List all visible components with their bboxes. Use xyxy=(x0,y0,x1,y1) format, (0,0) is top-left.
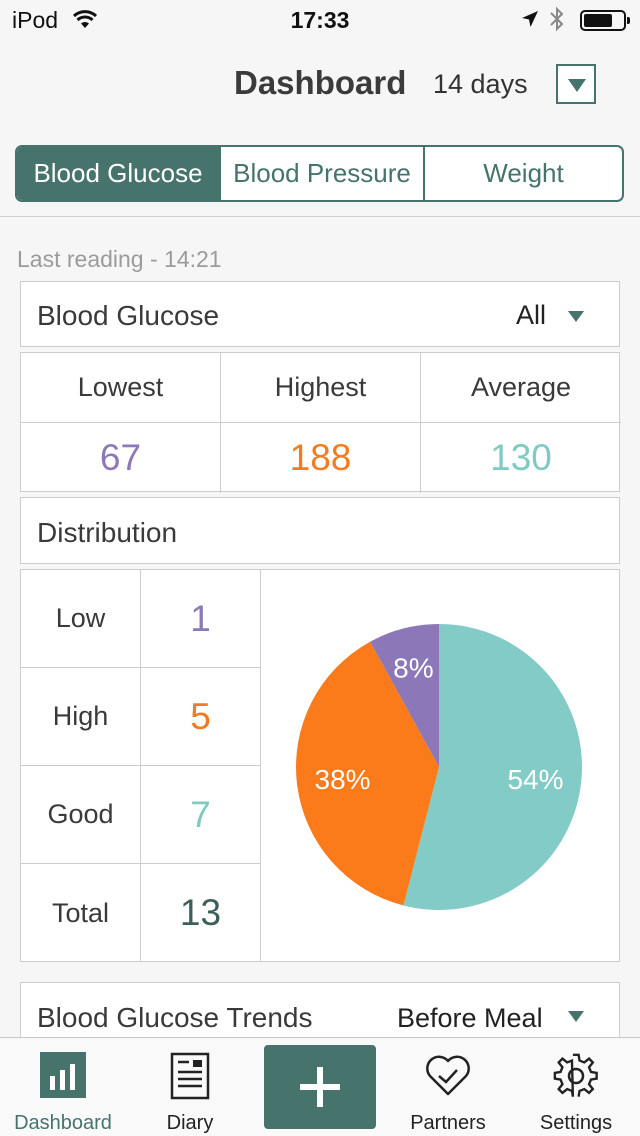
distribution-pie-chart: 54% 38% 8% xyxy=(261,570,620,962)
stat-value-lowest: 67 xyxy=(21,423,221,493)
last-reading-label: Last reading - 14:21 xyxy=(17,246,222,272)
trends-title: Blood Glucose Trends xyxy=(37,1002,313,1033)
page-title: Dashboard xyxy=(234,64,407,101)
segment-blood-pressure[interactable]: Blood Pressure xyxy=(219,147,423,200)
summary-title: Blood Glucose xyxy=(37,300,220,331)
tab-label: Settings xyxy=(539,1112,613,1134)
dist-count-high: 5 xyxy=(141,668,261,766)
add-entry-button[interactable] xyxy=(264,1045,376,1129)
stat-header-highest: Highest xyxy=(221,353,421,423)
dist-count-low: 1 xyxy=(141,570,261,668)
bar-chart-icon xyxy=(40,1052,86,1098)
tab-dashboard[interactable]: Dashboard xyxy=(3,1038,123,1136)
clock-time: 17:33 xyxy=(290,7,350,33)
diary-icon xyxy=(170,1052,210,1100)
distribution-header: Distribution xyxy=(20,497,620,564)
segment-blood-glucose[interactable]: Blood Glucose xyxy=(17,147,219,200)
pie-slice-2 xyxy=(370,624,439,767)
stat-header-lowest: Lowest xyxy=(21,353,221,423)
tab-partners[interactable]: Partners xyxy=(388,1038,508,1136)
dist-label-good: Good xyxy=(21,766,141,864)
measurement-segmented-control: Blood Glucose Blood Pressure Weight xyxy=(15,145,624,202)
date-range-dropdown-button[interactable] xyxy=(556,64,596,104)
chevron-down-icon xyxy=(568,79,586,92)
bluetooth-icon xyxy=(549,6,565,37)
battery-icon xyxy=(580,10,630,31)
tab-diary[interactable]: Diary xyxy=(130,1038,250,1136)
dist-count-total: 13 xyxy=(141,864,261,962)
dist-label-high: High xyxy=(21,668,141,766)
summary-header: Blood Glucose All xyxy=(20,281,620,347)
wifi-icon xyxy=(72,8,98,35)
pie-slice-0 xyxy=(403,624,582,910)
summary-stats-table: Lowest Highest Average 67 188 130 xyxy=(20,352,621,493)
distribution-title: Distribution xyxy=(37,517,178,548)
pie-slice-1 xyxy=(296,641,439,906)
pie-slice-label-2: 8% xyxy=(393,652,433,683)
pie-chart-svg: 54% 38% 8% xyxy=(296,624,582,910)
tab-label: Diary xyxy=(166,1112,214,1134)
heart-check-icon xyxy=(426,1055,470,1096)
date-range-label: 14 days xyxy=(433,69,528,99)
pie-slice-label-0: 54% xyxy=(507,764,563,795)
carrier-label: iPod xyxy=(12,7,59,33)
tab-settings[interactable]: Settings xyxy=(516,1038,636,1136)
gear-icon xyxy=(553,1053,598,1097)
trends-header: Blood Glucose Trends Before Meal xyxy=(20,982,620,1042)
distribution-panel: Low 1 High 5 Good 7 Total 13 54% 38% 8% xyxy=(20,569,620,962)
chevron-down-icon[interactable] xyxy=(568,311,584,322)
chevron-down-icon[interactable] xyxy=(568,1011,584,1022)
dist-label-total: Total xyxy=(21,864,141,962)
summary-filter-value[interactable]: All xyxy=(516,300,547,330)
trends-filter-value[interactable]: Before Meal xyxy=(397,1003,543,1033)
stat-value-average: 130 xyxy=(490,437,552,478)
tab-label: Partners xyxy=(410,1112,486,1134)
stat-value-highest: 188 xyxy=(221,423,421,493)
segment-weight[interactable]: Weight xyxy=(423,147,622,200)
header-divider xyxy=(0,216,640,217)
stat-header-average: Average xyxy=(421,353,621,423)
tab-label: Dashboard xyxy=(14,1112,112,1134)
status-bar: iPod 17:33 xyxy=(0,0,640,40)
dist-count-good: 7 xyxy=(141,766,261,864)
location-arrow-icon xyxy=(520,9,540,34)
pie-slice-label-1: 38% xyxy=(315,764,371,795)
dist-label-low: Low xyxy=(21,570,141,668)
